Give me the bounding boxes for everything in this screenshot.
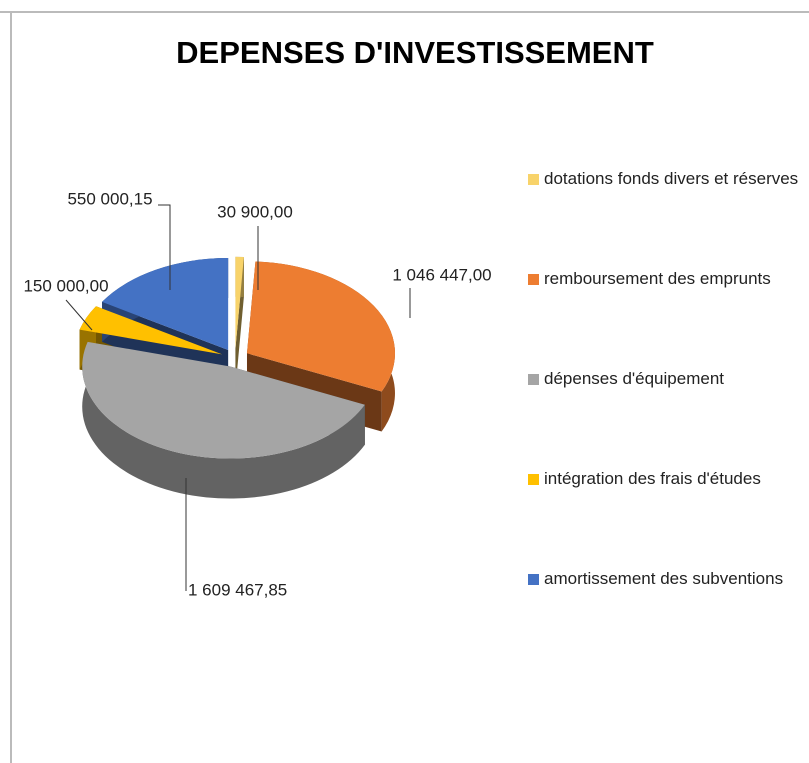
data-label: 1 046 447,00 — [392, 265, 491, 284]
data-label: 30 900,00 — [217, 202, 293, 221]
legend-label: dépenses d'équipement — [544, 369, 724, 388]
slice-wall — [82, 341, 365, 499]
chart-title: DEPENSES D'INVESTISSEMENT — [176, 35, 654, 70]
slice — [102, 258, 229, 351]
leader-line — [158, 204, 171, 290]
legend-swatch — [528, 574, 539, 585]
legend-swatch — [528, 474, 539, 485]
legend-swatch — [528, 174, 539, 185]
legend-label: intégration des frais d'études — [544, 469, 761, 488]
data-label: 150 000,00 — [23, 276, 108, 295]
slice — [235, 256, 244, 349]
legend-item: intégration des frais d'études — [528, 466, 806, 492]
legend-label: amortissement des subventions — [544, 569, 784, 588]
data-label: 1 609 467,85 — [188, 580, 287, 599]
slice — [82, 341, 365, 459]
data-label: 550 000,15 — [67, 189, 152, 208]
legend-item: amortissement des subventions — [528, 566, 806, 592]
slice — [79, 306, 223, 355]
slice — [246, 261, 395, 392]
legend-label: dotations fonds divers et réserves — [544, 169, 799, 188]
leader-line — [65, 299, 93, 331]
legend-swatch — [528, 274, 539, 285]
legend-item: dotations fonds divers et réserves — [528, 166, 806, 192]
legend-item: remboursement des emprunts — [528, 266, 806, 292]
legend-item: dépenses d'équipement — [528, 366, 806, 392]
legend-swatch — [528, 374, 539, 385]
legend-label: remboursement des emprunts — [544, 269, 771, 288]
